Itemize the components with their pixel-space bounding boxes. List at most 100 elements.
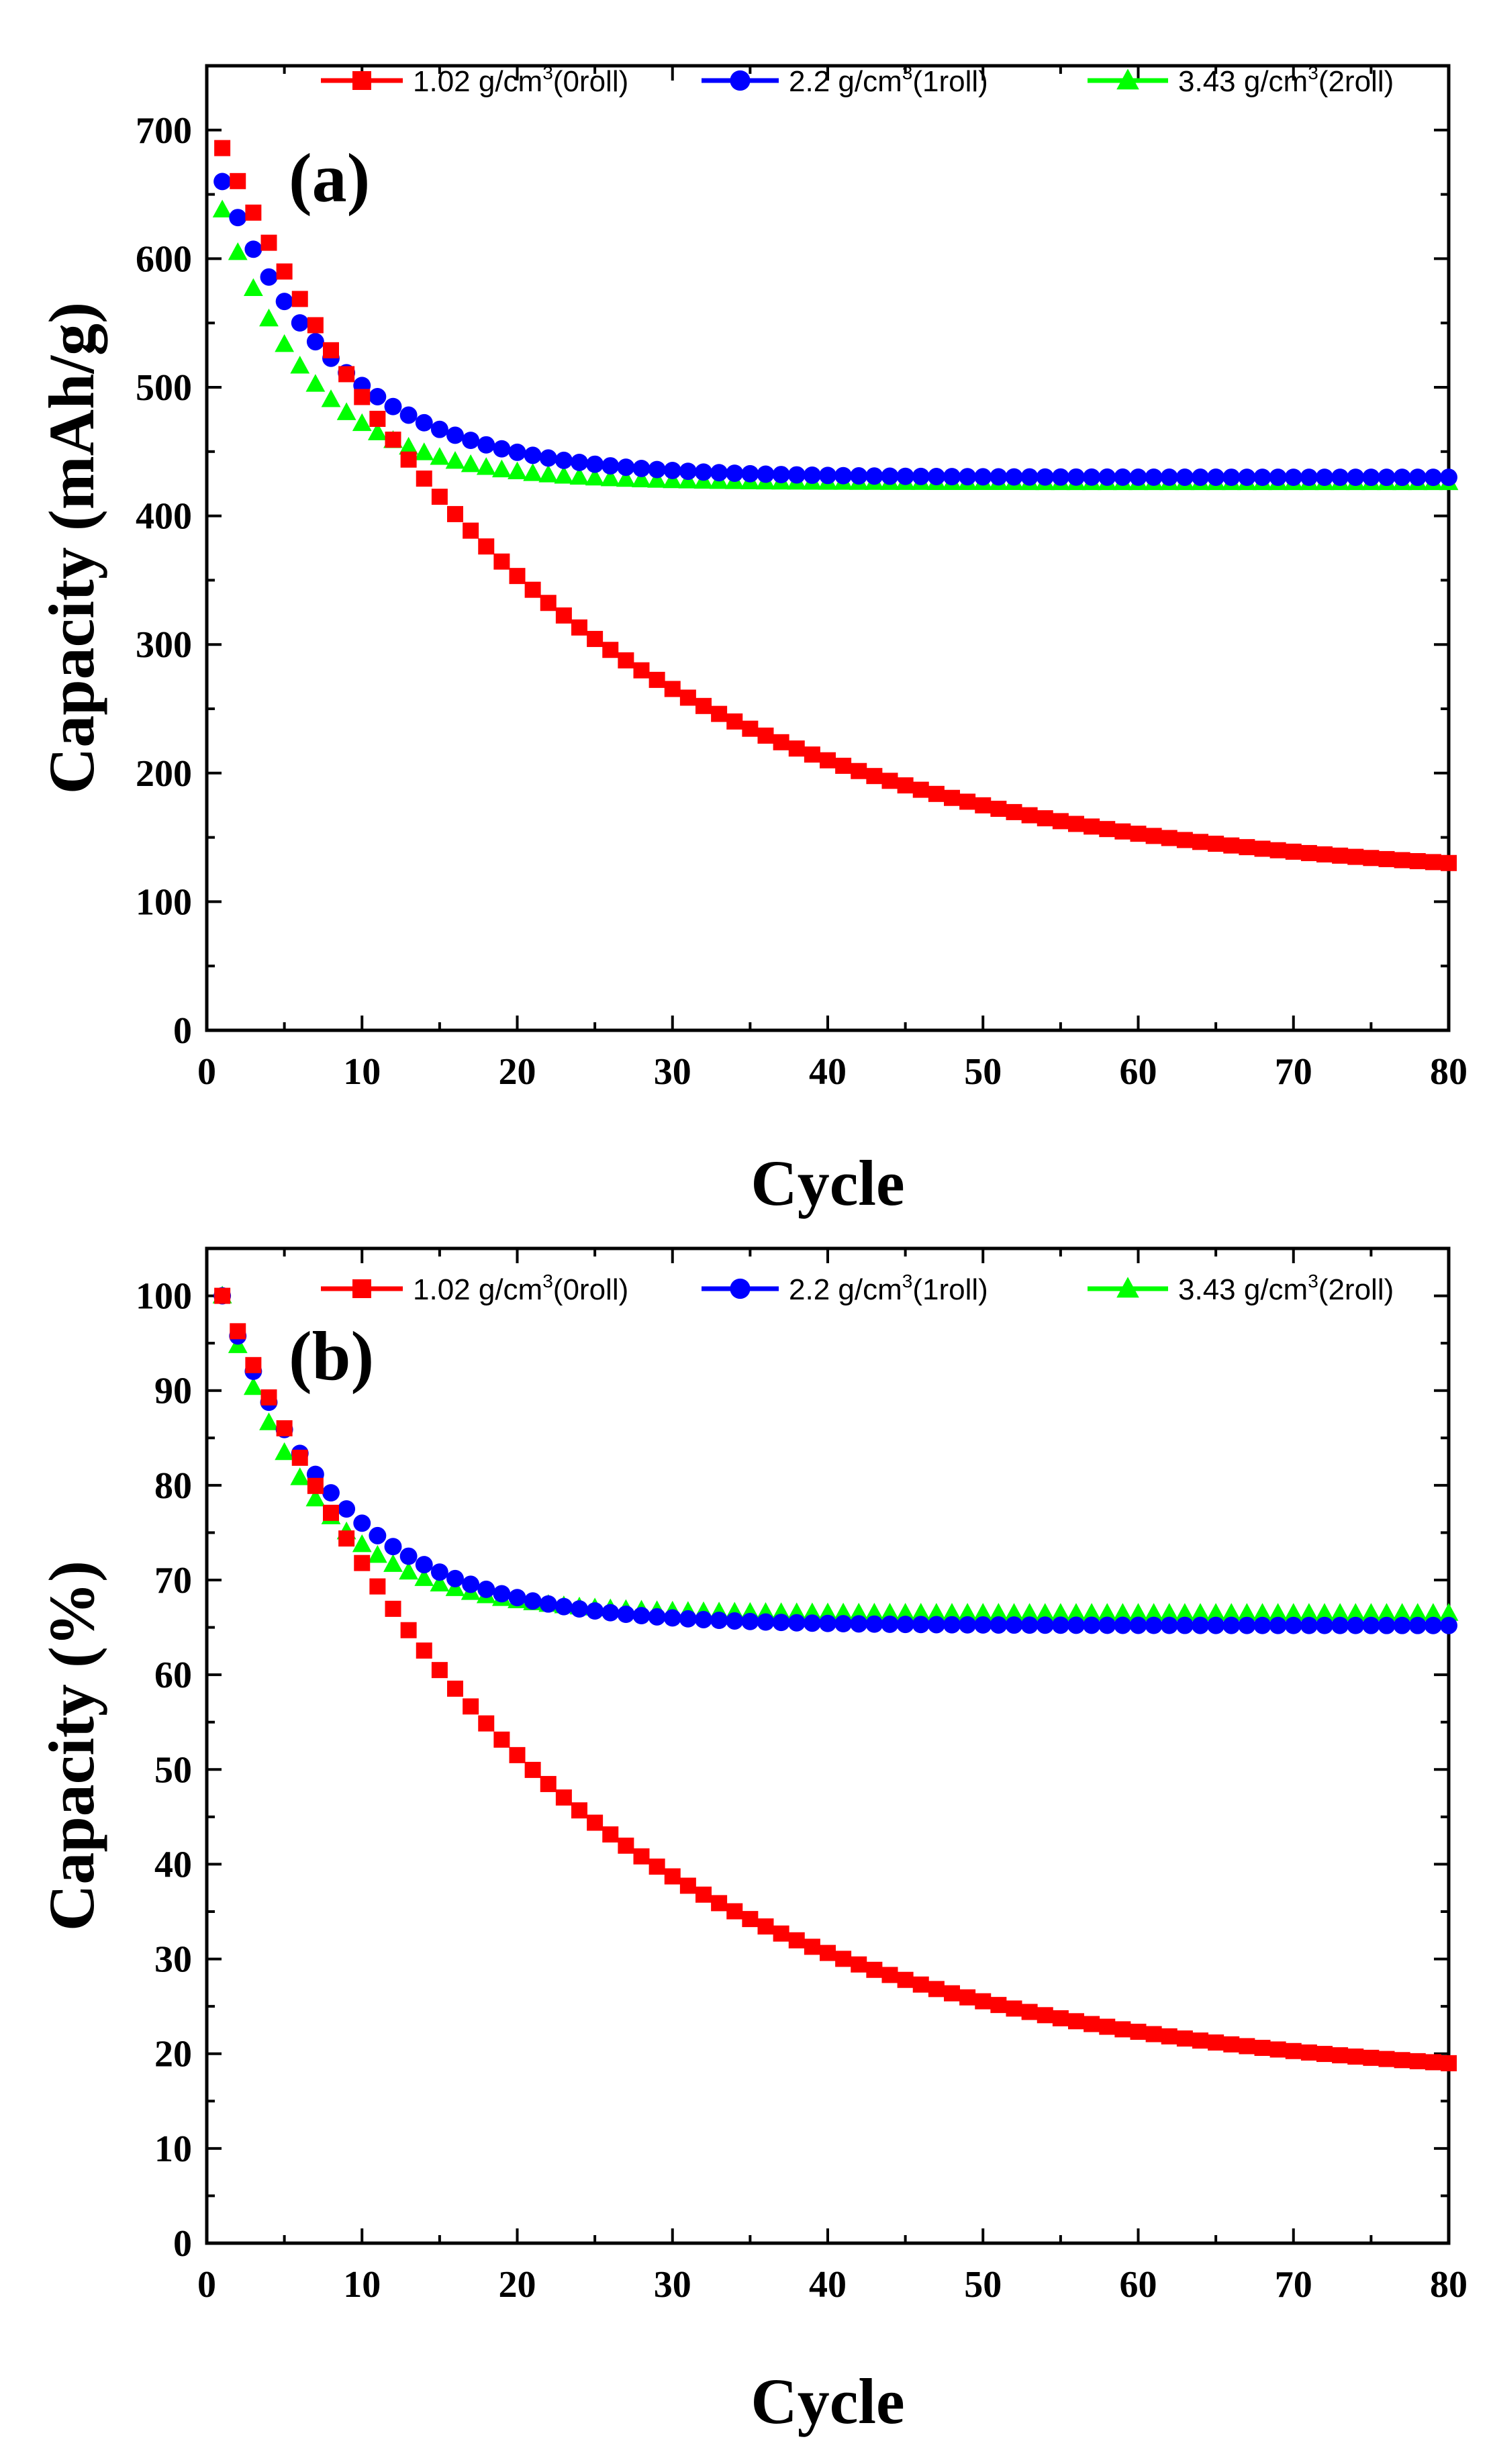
data-point [757,1613,775,1631]
data-point [757,465,775,483]
data-point [1269,842,1286,858]
data-point [214,1287,231,1304]
data-point [1081,1603,1102,1621]
data-point [1083,468,1101,486]
data-point [275,293,293,311]
data-point [633,1848,650,1865]
data-point [508,443,526,461]
data-point [1207,1616,1225,1634]
data-point [864,1602,884,1621]
data-point [1332,847,1349,864]
series-circle [213,1287,1457,1634]
data-point [1006,803,1022,820]
data-point [1362,469,1380,487]
data-point [1035,1603,1055,1621]
data-point [367,1544,387,1563]
data-point [462,1575,480,1593]
data-point [618,1837,634,1854]
data-point [260,1389,277,1406]
data-point [679,689,696,706]
data-point [415,413,433,432]
data-point [833,1602,853,1621]
data-point [1005,1616,1023,1634]
data-point [477,436,495,454]
data-point [974,468,992,486]
data-point [959,1616,977,1634]
data-point [354,1555,371,1571]
data-point [462,432,480,450]
data-point [430,420,448,438]
x-tick-label: 30 [654,2264,691,2306]
series-circle [213,173,1457,487]
data-point [306,333,324,351]
data-point [586,1602,604,1620]
data-point [1347,469,1365,487]
data-point [323,342,339,358]
data-point [243,1377,263,1395]
data-point [1408,1616,1427,1634]
data-point [897,777,914,794]
data-point [1161,2028,1177,2044]
data-point [585,467,605,486]
data-point [1098,468,1116,486]
data-point [414,1568,434,1586]
data-point [461,454,481,473]
data-point [1098,1616,1116,1634]
data-point [865,1615,883,1633]
data-point [1253,469,1271,487]
data-point [399,406,418,424]
data-point [695,1611,712,1628]
data-point [912,1616,930,1634]
y-tick-label: 400 [136,496,192,538]
data-point [416,1642,432,1659]
data-point [1192,1616,1209,1634]
data-point [290,356,310,374]
data-point [354,389,371,405]
data-point [1084,2016,1100,2032]
data-point [430,447,450,465]
data-point [1145,828,1162,844]
data-point [1316,846,1333,863]
plot-frame [205,1246,1451,2245]
data-point [385,1600,401,1617]
y-tick-label: 600 [136,238,192,280]
data-point [430,1563,448,1581]
data-point [416,471,432,487]
data-point [212,199,232,217]
data-point [276,1420,293,1436]
data-point [1392,1603,1412,1621]
data-point [1021,2004,1038,2020]
data-point [602,1604,620,1622]
legend-marker [352,1279,371,1298]
data-point [1361,1603,1381,1621]
data-point [1347,2049,1364,2065]
data-point [648,1608,666,1626]
x-tick-label: 70 [1275,1051,1312,1093]
data-point [1316,2046,1333,2063]
chart-panel-b: 0 10 20 30 40 50 60 70 80 0 10 20 30 40 50 60 70 80 90 100 C… [36,1246,1468,2437]
data-point [726,1903,743,1920]
data-point [1176,2030,1193,2047]
data-point [942,1603,962,1621]
data-point [1269,1616,1287,1634]
data-point [260,234,277,251]
data-point [275,1442,295,1461]
data-point [835,1951,852,1967]
data-point [849,1602,869,1621]
legend-label: 1.02 g/cm3(0roll) [413,1271,628,1306]
data-point [1238,469,1256,486]
data-point [1052,2010,1069,2026]
data-point [276,263,293,280]
data-point [1128,1603,1148,1621]
data-point [866,768,883,785]
data-point [726,713,743,730]
data-point [850,467,868,485]
data-point [990,1997,1007,2014]
data-point [711,1895,728,1912]
data-point [259,308,279,327]
data-point [959,1989,976,2006]
data-point [338,366,355,383]
data-point [415,1556,433,1574]
y-tick-label: 50 [154,1749,192,1791]
data-point [943,1616,961,1634]
